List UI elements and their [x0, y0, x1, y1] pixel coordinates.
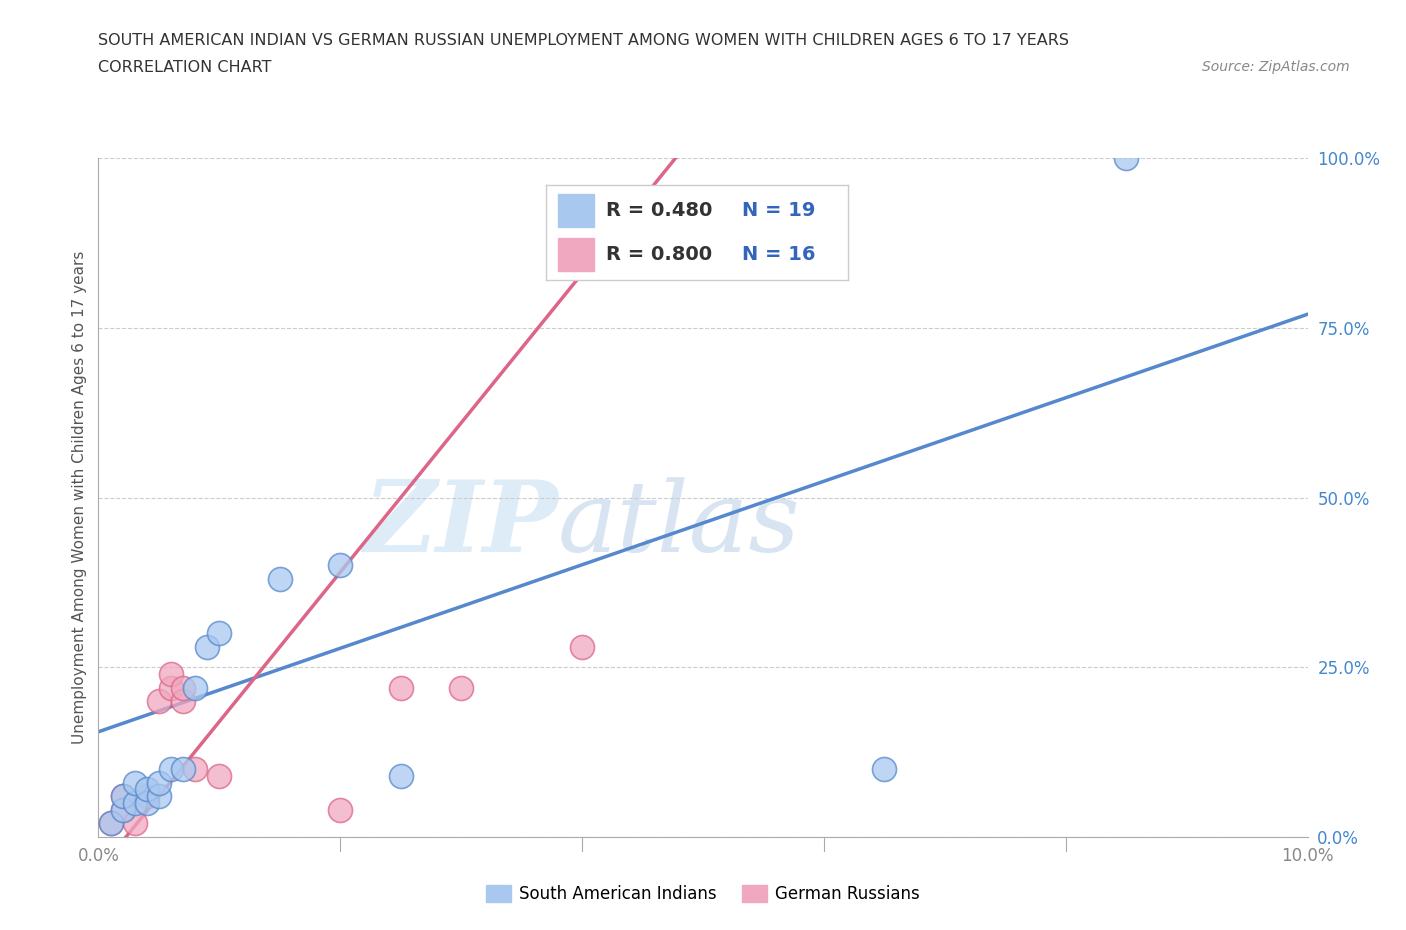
- Point: [100, 816, 122, 830]
- Text: ZIP: ZIP: [363, 476, 558, 573]
- Point: [389, 680, 412, 695]
- Y-axis label: Unemployment Among Women with Children Ages 6 to 17 years: Unemployment Among Women with Children A…: [72, 251, 87, 744]
- Point: [111, 789, 134, 804]
- Text: N = 19: N = 19: [742, 201, 815, 219]
- Point: [148, 789, 170, 804]
- Point: [329, 558, 352, 573]
- Point: [160, 762, 183, 777]
- Point: [450, 680, 472, 695]
- Point: [160, 680, 183, 695]
- Point: [124, 796, 146, 811]
- Point: [111, 803, 134, 817]
- Text: R = 0.480: R = 0.480: [606, 201, 713, 219]
- Point: [329, 803, 352, 817]
- Bar: [558, 237, 595, 271]
- Point: [269, 572, 291, 587]
- Point: [148, 776, 170, 790]
- Legend: South American Indians, German Russians: South American Indians, German Russians: [479, 879, 927, 910]
- Point: [1115, 151, 1137, 166]
- Point: [124, 816, 146, 830]
- Text: atlas: atlas: [558, 477, 800, 572]
- Point: [184, 680, 207, 695]
- Point: [160, 667, 183, 682]
- Point: [184, 762, 207, 777]
- Point: [124, 776, 146, 790]
- Text: Source: ZipAtlas.com: Source: ZipAtlas.com: [1202, 60, 1350, 74]
- Point: [135, 782, 157, 797]
- Point: [571, 640, 593, 655]
- Point: [172, 680, 194, 695]
- Point: [148, 694, 170, 709]
- Point: [172, 762, 194, 777]
- Point: [135, 796, 157, 811]
- Point: [135, 789, 157, 804]
- Point: [195, 640, 218, 655]
- Point: [208, 626, 231, 641]
- Point: [389, 768, 412, 783]
- Point: [111, 789, 134, 804]
- Point: [208, 768, 231, 783]
- Point: [172, 694, 194, 709]
- Text: N = 16: N = 16: [742, 245, 815, 264]
- Text: R = 0.800: R = 0.800: [606, 245, 713, 264]
- Text: SOUTH AMERICAN INDIAN VS GERMAN RUSSIAN UNEMPLOYMENT AMONG WOMEN WITH CHILDREN A: SOUTH AMERICAN INDIAN VS GERMAN RUSSIAN …: [98, 33, 1070, 47]
- Text: CORRELATION CHART: CORRELATION CHART: [98, 60, 271, 75]
- Bar: [558, 193, 595, 227]
- Point: [873, 762, 896, 777]
- Point: [100, 816, 122, 830]
- Point: [111, 803, 134, 817]
